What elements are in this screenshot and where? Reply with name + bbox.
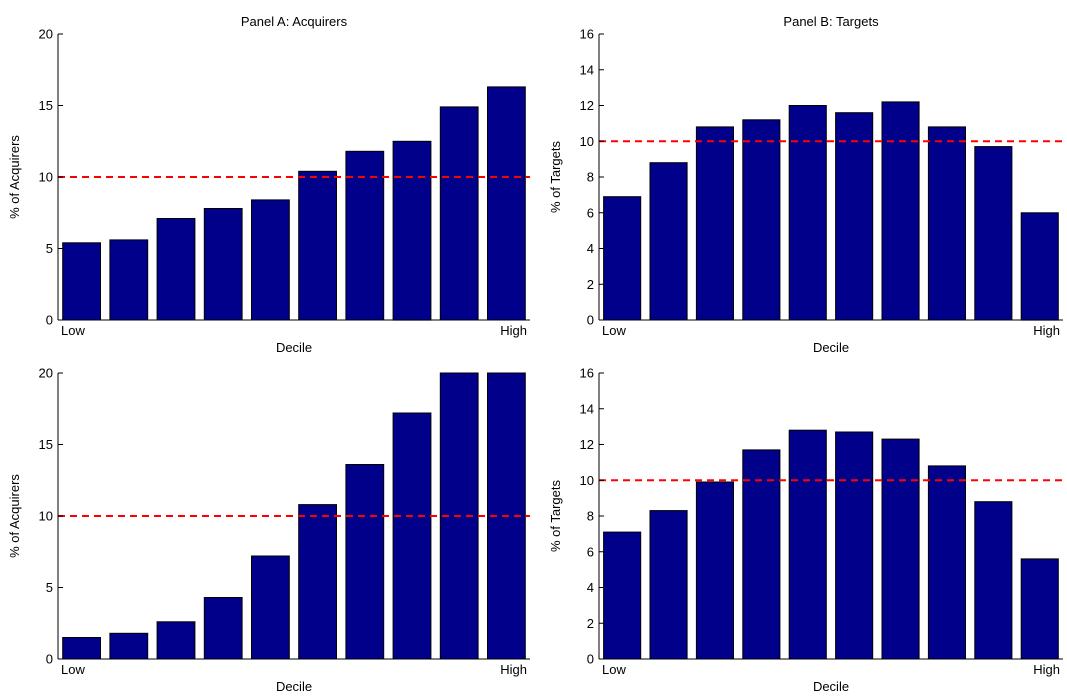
y-tick-label: 10 xyxy=(580,134,594,149)
bar xyxy=(835,431,874,660)
y-tick-label: 2 xyxy=(587,616,594,631)
y-axis-label: % of Acquirers xyxy=(7,474,22,558)
bar xyxy=(298,170,338,321)
y-tick-label: 0 xyxy=(46,652,53,667)
y-tick-label: 10 xyxy=(580,473,594,488)
x-tick-label-low: Low xyxy=(602,323,626,338)
bar xyxy=(345,464,385,660)
y-tick-label: 12 xyxy=(580,437,594,452)
panel-title: Panel B: Targets xyxy=(783,14,879,29)
y-tick-label: 16 xyxy=(580,366,594,381)
y-axis-label: % of Targets xyxy=(548,140,563,213)
bar xyxy=(603,531,642,660)
bar xyxy=(695,481,735,660)
y-tick-label: 15 xyxy=(39,437,53,452)
y-tick-label: 4 xyxy=(587,241,594,256)
y-tick-label: 6 xyxy=(587,544,594,559)
x-tick-label-low: Low xyxy=(61,662,85,677)
x-tick-label-high: High xyxy=(1033,662,1060,677)
bar xyxy=(974,146,1013,321)
y-tick-label: 0 xyxy=(587,652,594,667)
y-tick-label: 15 xyxy=(39,98,53,113)
bar xyxy=(487,86,526,321)
bar xyxy=(298,504,338,660)
y-tick-label: 16 xyxy=(580,27,594,42)
bar xyxy=(156,621,196,660)
bar xyxy=(439,106,479,321)
x-axis-label: Decile xyxy=(276,679,312,694)
y-tick-label: 0 xyxy=(46,313,53,328)
y-tick-label: 20 xyxy=(39,366,53,381)
y-tick-label: 6 xyxy=(587,205,594,220)
bar xyxy=(974,501,1013,660)
bar xyxy=(251,199,290,321)
bar xyxy=(156,218,196,321)
panel-title: Panel A: Acquirers xyxy=(241,14,348,29)
bar xyxy=(1020,558,1059,660)
x-tick-label-low: Low xyxy=(61,323,85,338)
bar xyxy=(788,105,827,321)
x-tick-label-high: High xyxy=(500,323,527,338)
bar xyxy=(695,126,735,321)
y-tick-label: 12 xyxy=(580,98,594,113)
y-axis-label: % of Acquirers xyxy=(7,135,22,219)
bar xyxy=(1020,212,1059,321)
y-tick-label: 0 xyxy=(587,313,594,328)
y-tick-label: 8 xyxy=(587,509,594,524)
chart-panel-4: 0 2 4 6 8 10 12 14 16 Low High Decile % of Targets xyxy=(548,366,1063,694)
chart-panel-3: 0 5 10 15 20 Low High Decile % of Acquirers xyxy=(7,366,530,694)
bar xyxy=(251,555,290,660)
bar xyxy=(603,196,642,321)
bar xyxy=(881,438,920,660)
bar xyxy=(109,632,149,660)
y-tick-label: 10 xyxy=(39,170,53,185)
bar xyxy=(392,412,432,660)
bar xyxy=(742,119,781,321)
chart-panel-1: 0 5 10 15 20 Low High Decile % of Acquirers Panel… xyxy=(7,14,530,355)
x-tick-label-low: Low xyxy=(602,662,626,677)
bar xyxy=(392,140,432,321)
x-axis-label: Decile xyxy=(276,340,312,355)
y-tick-label: 14 xyxy=(580,401,594,416)
bar xyxy=(788,429,827,660)
y-tick-label: 20 xyxy=(39,27,53,42)
bar xyxy=(345,150,385,321)
x-axis-label: Decile xyxy=(813,679,849,694)
bar xyxy=(62,242,101,321)
y-tick-label: 2 xyxy=(587,277,594,292)
bar xyxy=(203,208,243,321)
bar xyxy=(109,239,149,321)
bar xyxy=(649,162,688,321)
y-tick-label: 14 xyxy=(580,62,594,77)
bar xyxy=(742,449,781,660)
bar xyxy=(649,510,688,660)
bar xyxy=(881,101,920,321)
x-tick-label-high: High xyxy=(1033,323,1060,338)
y-tick-label: 4 xyxy=(587,580,594,595)
bar xyxy=(62,637,101,660)
y-tick-label: 8 xyxy=(587,170,594,185)
bar xyxy=(203,597,243,660)
y-tick-label: 5 xyxy=(46,580,53,595)
y-tick-label: 10 xyxy=(39,509,53,524)
y-axis-label: % of Targets xyxy=(548,479,563,552)
chart-panel-2: 0 2 4 6 8 10 12 14 16 Low High Decile % of Targets Pa… xyxy=(548,14,1063,355)
bar xyxy=(927,126,967,321)
x-axis-label: Decile xyxy=(813,340,849,355)
x-tick-label-high: High xyxy=(500,662,527,677)
bar xyxy=(927,465,967,660)
y-tick-label: 5 xyxy=(46,241,53,256)
bar xyxy=(835,112,874,321)
